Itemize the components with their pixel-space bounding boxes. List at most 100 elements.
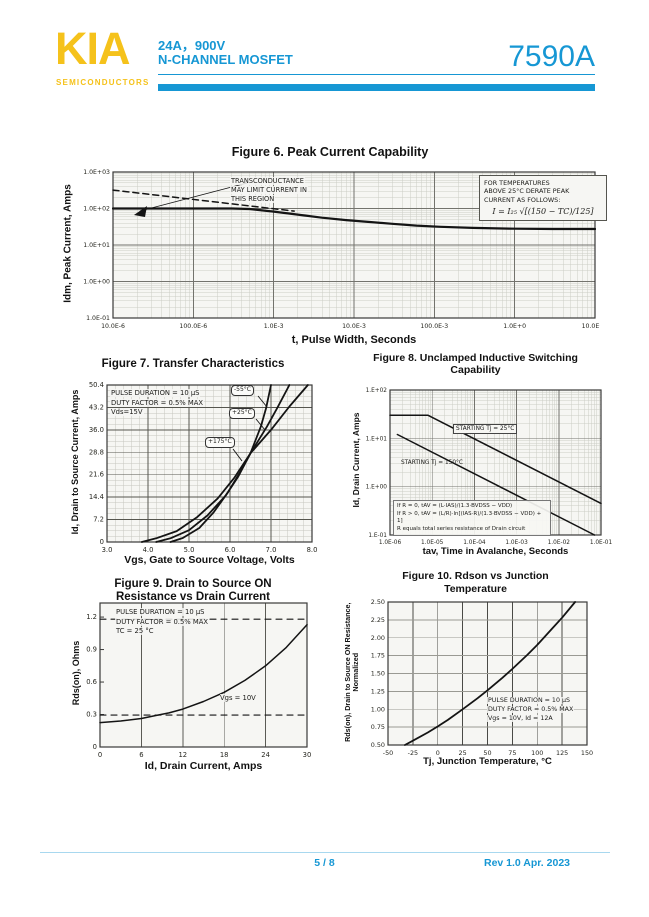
figure-10-rdson-vs-junction-temperature: Figure 10. Rdson vs Junction Temperature…: [335, 570, 616, 782]
figure-7-x-axis-label: Vgs, Gate to Source Voltage, Volts: [124, 554, 295, 566]
starting-tj-150-label: STARTING Tj = 150°C: [401, 460, 463, 466]
x-axis-tick-label: 30: [303, 751, 312, 759]
y-axis-tick-label: 1.50: [371, 670, 385, 678]
y-axis-tick-label: 1.E+01: [366, 436, 388, 442]
starting-tj-25-label: STARTING Tj = 25°C: [453, 424, 518, 434]
x-axis-tick-label: 4.0: [143, 546, 154, 554]
x-axis-tick-label: 18: [220, 751, 229, 759]
derating-formula: I = I₂₅ √[(150 − TC)/125]: [492, 207, 594, 217]
logo-subtitle: SEMICONDUCTORS: [56, 78, 150, 87]
y-axis-tick-label: 14.4: [89, 493, 104, 501]
y-axis-tick-label: 2.50: [371, 598, 385, 606]
series-line: [155, 384, 291, 543]
x-axis-tick-label: 10.0E-6: [101, 323, 125, 330]
curve-label-minus55c: -55°C: [231, 385, 254, 396]
y-axis-tick-label: 1.75: [371, 652, 385, 660]
vgs-condition-label: Vgs = 10V: [220, 694, 256, 702]
x-axis-tick-label: 125: [556, 749, 568, 757]
x-axis-tick-label: 1.0E-01: [590, 540, 613, 546]
x-axis-tick-label: 100.0E-6: [179, 323, 207, 330]
annotation-pointer-line: [257, 395, 268, 408]
annotation-arrowhead: [134, 206, 147, 217]
figure-7-test-conditions: PULSE DURATION = 10 μS DUTY FACTOR = 0.5…: [110, 389, 205, 416]
y-axis-tick-label: 43.2: [89, 403, 104, 411]
x-axis-tick-label: 1.0E-3: [264, 323, 284, 330]
x-axis-tick-label: 0: [98, 751, 102, 759]
figure-10-y-axis-label: Rds(on), Drain to Source ON Resistance, …: [342, 602, 360, 742]
x-axis-tick-label: 5.0: [184, 546, 195, 554]
y-axis-tick-label: 1.0E+02: [83, 206, 110, 213]
header-divider-thick: [158, 84, 595, 91]
x-axis-tick-label: 25: [459, 749, 467, 757]
y-axis-tick-label: 1.0E+00: [83, 279, 110, 286]
x-axis-tick-label: 1.0E+0: [503, 323, 526, 330]
x-axis-tick-label: 10.0E+0: [582, 323, 600, 330]
x-axis-tick-label: 8.0: [307, 546, 318, 554]
figure-9-title-line1: Figure 9. Drain to Source ON: [114, 578, 272, 590]
figure-6-title: Figure 6. Peak Current Capability: [231, 145, 429, 159]
plot-border: [112, 171, 596, 319]
y-axis-tick-label: 28.8: [89, 448, 104, 456]
part-number: 7590A: [508, 40, 595, 73]
figure-8-title-line1: Figure 8. Unclamped Inductive Switching: [373, 352, 578, 364]
y-axis-tick-label: 21.6: [89, 471, 104, 479]
figure-8-title-line2: Capability: [450, 364, 501, 376]
y-axis-tick-label: 0: [93, 743, 97, 751]
x-axis-tick-label: 150: [581, 749, 593, 757]
transconductance-annotation: TRANSCONDUCTANCE MAY LIMIT CURRENT IN TH…: [230, 177, 308, 203]
y-axis-tick-label: 1.E-01: [368, 533, 387, 539]
avalanche-formula-notes: If R = 0, tAV = (L·IAS)/(1.3·BVDSS − VDD…: [393, 500, 551, 537]
revision-label: Rev 1.0 Apr. 2023: [484, 857, 570, 869]
product-rating: 24A，900V: [158, 38, 226, 53]
series-line: [112, 207, 596, 231]
curve-label-plus25c: +25°C: [229, 408, 255, 419]
y-axis-tick-label: 1.25: [371, 687, 385, 695]
figure-9-test-conditions: PULSE DURATION = 10 μS DUTY FACTOR = 0.5…: [115, 608, 210, 635]
x-axis-tick-label: 1.0E-05: [421, 540, 444, 546]
x-axis-tick-label: 75: [508, 749, 516, 757]
series-line: [396, 433, 596, 536]
y-axis-tick-label: 0: [100, 538, 104, 546]
annotation-pointer-line: [255, 418, 266, 431]
x-axis-tick-label: 50: [483, 749, 491, 757]
figure-6-chart: 10.0E-6 100.0E-6 1.0E-3 10.0E-3 100.0E-3 1.0E…: [83, 169, 600, 330]
figure-9-y-axis-label: Rds(on), Ohms: [71, 640, 81, 706]
x-axis-tick-label: 1.0E-04: [463, 540, 486, 546]
derating-note: FOR TEMPERATURES ABOVE 25°C DERATE PEAK …: [479, 175, 607, 221]
x-axis-tick-label: 6: [139, 751, 143, 759]
figure-7-title: Figure 7. Transfer Characteristics: [101, 358, 285, 370]
figure-10-chart: -50 -25 0 25 50 75 100 125 150 0.50 0.75 1.00 1.25 1.…: [371, 598, 593, 757]
y-axis-tick-label: 7.2: [93, 516, 104, 524]
figure-8-y-axis-label: Id, Drain Current, Amps: [351, 412, 361, 508]
series-line: [99, 623, 308, 724]
x-axis-tick-label: 24: [261, 751, 270, 759]
x-axis-tick-label: 10.0E-3: [342, 323, 366, 330]
y-axis-tick-label: 36.0: [89, 426, 104, 434]
x-axis-tick-label: 1.0E-06: [379, 540, 402, 546]
figure-7-transfer-characteristics: Figure 7. Transfer Characteristics 3.0 4.…: [60, 358, 326, 570]
figure-9-title-line2: Resistance vs Drain Current: [115, 591, 271, 603]
y-axis-tick-label: 1.0E+01: [83, 242, 110, 249]
figure-9-rdson-vs-drain-current: Figure 9. Drain to Source ON Resistance …: [60, 578, 326, 782]
figure-8-unclamped-inductive-switching: Figure 8. Unclamped Inductive Switching …: [335, 352, 616, 568]
series-line: [140, 384, 309, 543]
kia-logo: KIA: [55, 23, 130, 74]
figure-6-y-axis-label: Idm, Peak Current, Amps: [62, 184, 74, 303]
series-line: [389, 414, 602, 505]
x-axis-tick-label: -50: [383, 749, 393, 757]
x-axis-tick-label: 6.0: [225, 546, 236, 554]
figure-7-y-axis-label: Id, Drain to Source Current, Amps: [70, 389, 80, 535]
y-axis-tick-label: 0.75: [371, 723, 385, 731]
curve-label-plus175c: +175°C: [205, 437, 235, 448]
header-divider-thin: [158, 74, 595, 75]
figure-10-x-axis-label: Tj, Junction Temperature, °C: [423, 756, 552, 767]
y-axis-tick-label: 0.3: [86, 711, 97, 719]
plot-border: [99, 602, 308, 748]
x-axis-tick-label: -25: [408, 749, 418, 757]
y-axis-tick-label: 1.E+00: [366, 485, 388, 491]
series-line: [404, 601, 576, 746]
y-axis-tick-label: 0.6: [86, 678, 97, 686]
annotation-pointer-line: [139, 182, 248, 212]
x-axis-tick-label: 7.0: [266, 546, 277, 554]
y-axis-tick-label: 1.0E-01: [86, 315, 110, 322]
